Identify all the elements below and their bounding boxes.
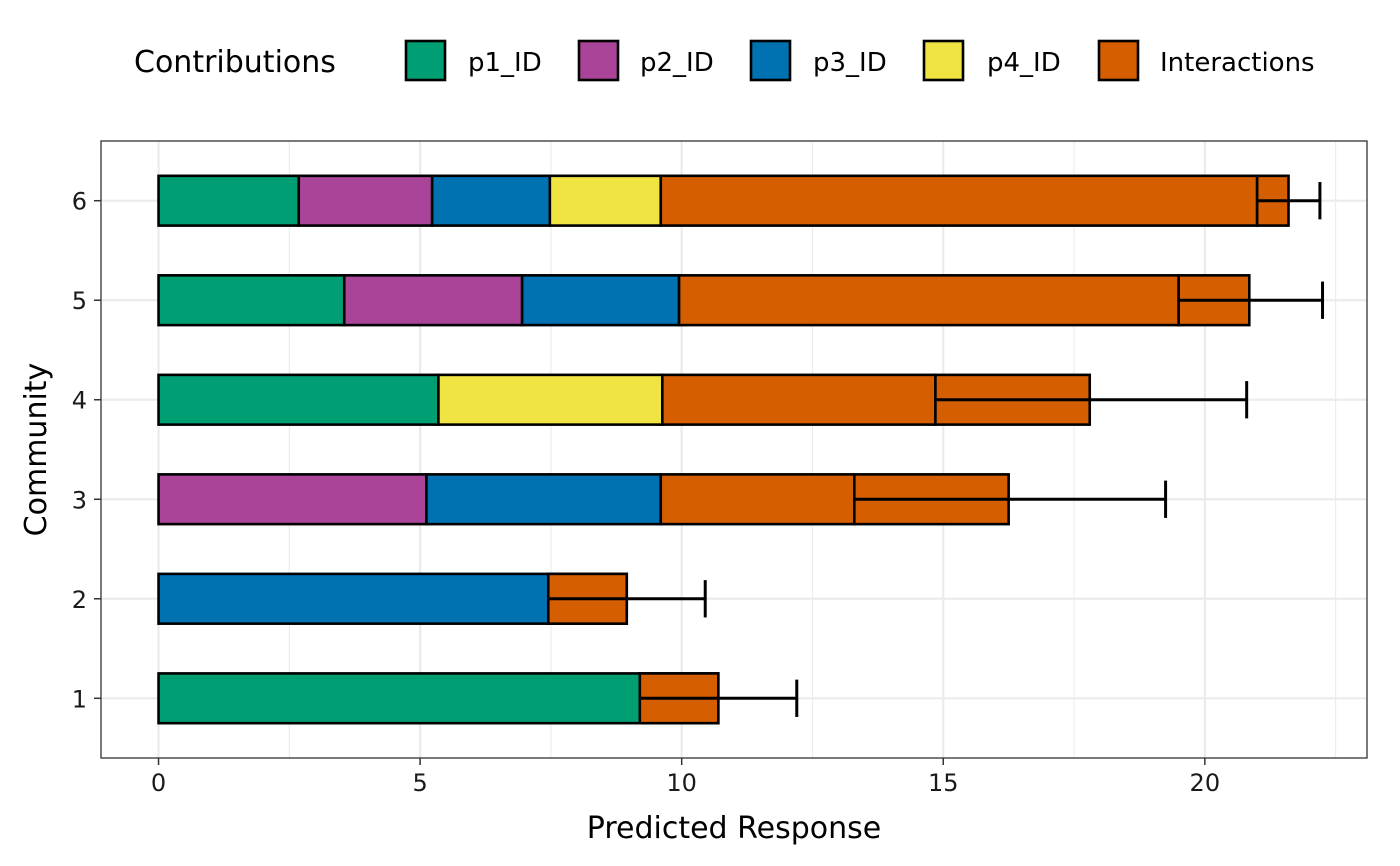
panel-border <box>100 140 1368 759</box>
x-tick-label: 5 <box>412 769 427 797</box>
bar-segment-p4-id <box>548 174 663 227</box>
legend: Contributions p1_ID p2_ID p3_ID p4_ID Intera… <box>134 39 1315 82</box>
x-tick-label: 10 <box>666 769 697 797</box>
y-tick-label: 3 <box>72 486 87 514</box>
legend-label-p4-id: p4_ID <box>987 48 1061 78</box>
y-axis-title: Community <box>19 363 54 537</box>
bar-segment-p3-id <box>425 473 663 526</box>
y-tick-label: 5 <box>72 287 87 315</box>
bar-segment-p2-id <box>157 473 428 526</box>
bar-segment-p1-id <box>157 274 346 327</box>
bar-segment-p4-id <box>437 373 664 426</box>
y-tick-label: 6 <box>72 188 87 216</box>
y-tick-label: 4 <box>72 387 87 415</box>
y-tick-label: 1 <box>72 685 87 713</box>
bar-segment-p3-id <box>520 274 681 327</box>
legend-key-p1-id <box>404 39 447 82</box>
bar-segment-p1-id <box>157 672 642 725</box>
bar-segment-p1-id <box>157 373 440 426</box>
axes: 0 5 10 15 20 1 2 3 4 5 6 <box>72 188 1220 797</box>
y-tick-label: 2 <box>72 586 87 614</box>
legend-key-p2-id <box>577 39 620 82</box>
x-tick-label: 0 <box>151 769 166 797</box>
bar-segment-p3-id <box>157 572 550 625</box>
x-axis-title: Predicted Response <box>587 811 881 846</box>
bar-segment-p1-id <box>157 174 301 227</box>
legend-key-p4-id <box>922 39 965 82</box>
legend-key-interactions <box>1097 39 1140 82</box>
bar-segment-interactions <box>677 274 1180 327</box>
bar-segment-p2-id <box>342 274 524 327</box>
legend-title: Contributions <box>134 45 336 80</box>
bar-segment-p3-id <box>430 174 552 227</box>
error-bars <box>548 182 1325 717</box>
bar-segment-interactions <box>659 473 856 526</box>
x-tick-label: 15 <box>928 769 959 797</box>
legend-key-p3-id <box>749 39 792 82</box>
legend-label-p3-id: p3_ID <box>813 48 887 78</box>
bar-segment-interactions <box>661 373 937 426</box>
legend-label-p2-id: p2_ID <box>640 48 714 78</box>
bar-segment-interactions <box>659 174 1259 227</box>
legend-label-interactions: Interactions <box>1160 48 1315 78</box>
legend-label-p1-id: p1_ID <box>468 48 542 78</box>
x-tick-label: 20 <box>1190 769 1221 797</box>
bar-segment-p2-id <box>297 174 434 227</box>
